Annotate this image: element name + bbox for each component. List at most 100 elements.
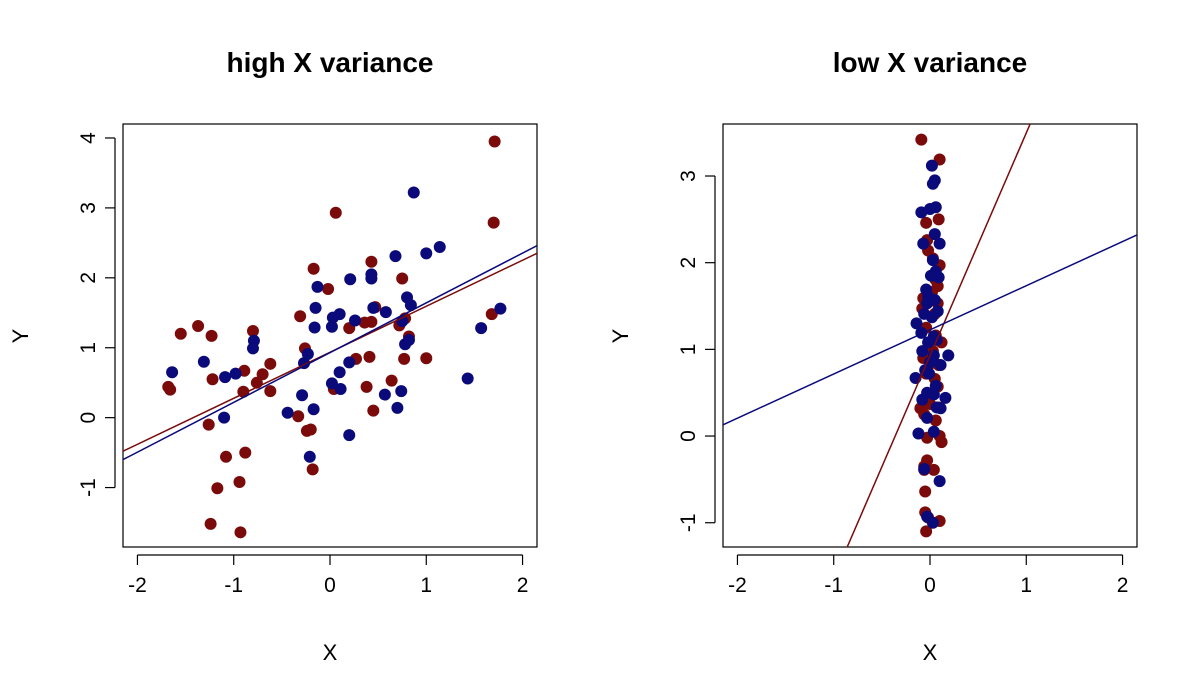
data-point-blue (218, 411, 231, 424)
data-point-blue (927, 425, 940, 438)
chart-title: high X variance (227, 47, 434, 78)
data-point-blue (333, 308, 346, 321)
data-point-blue (343, 429, 356, 442)
data-point-red (322, 283, 335, 296)
data-point-red (264, 357, 277, 370)
data-point-blue (391, 401, 404, 414)
data-point-blue (389, 250, 402, 263)
y-tick-label: 3 (677, 170, 700, 182)
data-point-blue (334, 382, 347, 395)
x-tick-label: -2 (728, 574, 747, 597)
data-point-red (920, 525, 933, 538)
x-axis-label: X (923, 640, 938, 665)
data-point-blue (395, 385, 408, 398)
data-point-blue (921, 411, 934, 424)
data-point-blue (311, 280, 324, 293)
data-point-red (329, 206, 342, 219)
data-point-red (206, 373, 219, 386)
data-point-blue (407, 186, 420, 199)
data-point-red (174, 327, 187, 340)
y-axis-label: Y (8, 328, 33, 343)
plot-area (123, 135, 537, 539)
data-point-blue (933, 475, 946, 488)
data-point-blue (404, 299, 417, 312)
y-tick-label: 3 (77, 202, 100, 214)
data-point-blue (912, 427, 925, 440)
y-axis-label: Y (608, 328, 633, 343)
data-point-blue (307, 403, 320, 416)
data-point-blue (925, 159, 938, 172)
data-point-red (264, 385, 277, 398)
data-point-red (367, 404, 380, 417)
panel-low-x-variance: low X variance -2 -1 0 1 2 -1 0 1 2 3 X Y (608, 47, 1138, 665)
data-point-blue (917, 237, 930, 250)
data-point-blue (475, 322, 488, 335)
data-point-blue (333, 366, 346, 379)
data-point-blue (916, 393, 929, 406)
data-point-red (292, 410, 305, 423)
data-point-blue (494, 302, 507, 315)
data-point-blue (296, 389, 309, 402)
x-axis-label: X (323, 640, 338, 665)
data-point-red (294, 310, 307, 323)
data-point-red (915, 133, 928, 146)
x-tick-label: 2 (1117, 574, 1129, 597)
data-point-blue (927, 388, 940, 401)
x-tick-label: 2 (517, 574, 529, 597)
data-point-red (935, 436, 948, 449)
panel-high-x-variance: high X variance -2 -1 0 1 2 -1 0 1 2 3 4 X Y (8, 47, 538, 665)
plot-box (122, 123, 538, 548)
data-point-blue (367, 301, 380, 314)
data-point-red (234, 526, 247, 539)
data-point-blue (365, 272, 378, 285)
data-point-blue (916, 345, 929, 358)
data-point-blue (939, 391, 952, 404)
data-point-blue (325, 320, 338, 333)
data-point-blue (349, 314, 362, 327)
data-point-red (385, 374, 398, 387)
data-point-blue (246, 342, 259, 355)
data-point-red (927, 463, 940, 476)
data-point-red (246, 324, 259, 337)
data-point-blue (926, 254, 939, 267)
data-point-blue (378, 388, 391, 401)
data-point-blue (925, 311, 938, 324)
data-point-red (396, 272, 409, 285)
plot-box (722, 123, 1138, 548)
data-point-blue (325, 377, 338, 390)
data-point-blue (932, 271, 945, 284)
data-point-blue (309, 301, 322, 314)
data-point-blue (926, 177, 939, 190)
data-point-blue (433, 241, 446, 254)
data-point-blue (343, 356, 356, 369)
y-tick-label: 0 (77, 412, 100, 424)
y-tick-label: 2 (677, 257, 700, 269)
data-point-blue (402, 334, 415, 347)
data-point-red (307, 262, 320, 275)
data-point-red (204, 517, 217, 530)
data-point-blue (921, 297, 934, 310)
regression-line-blue (723, 234, 1137, 426)
data-point-blue (281, 406, 294, 419)
data-point-blue (303, 450, 316, 463)
plot-area (723, 124, 1137, 547)
data-point-blue (929, 201, 942, 214)
y-tick-label: 1 (77, 342, 100, 354)
data-point-blue (922, 336, 935, 349)
data-point-blue (420, 247, 433, 260)
data-point-red (202, 418, 215, 431)
data-point-red (205, 329, 218, 342)
data-point-red (306, 463, 319, 476)
data-point-red (919, 485, 932, 498)
y-tick-label: 1 (677, 344, 700, 356)
data-point-blue (396, 315, 409, 328)
y-tick-label: -1 (677, 513, 700, 532)
data-point-blue (461, 372, 474, 385)
y-tick-label: 0 (677, 430, 700, 442)
data-point-blue (229, 367, 242, 380)
data-point-blue (301, 348, 314, 361)
data-point-red (932, 213, 945, 226)
data-point-blue (934, 358, 947, 371)
data-point-blue (926, 516, 939, 529)
